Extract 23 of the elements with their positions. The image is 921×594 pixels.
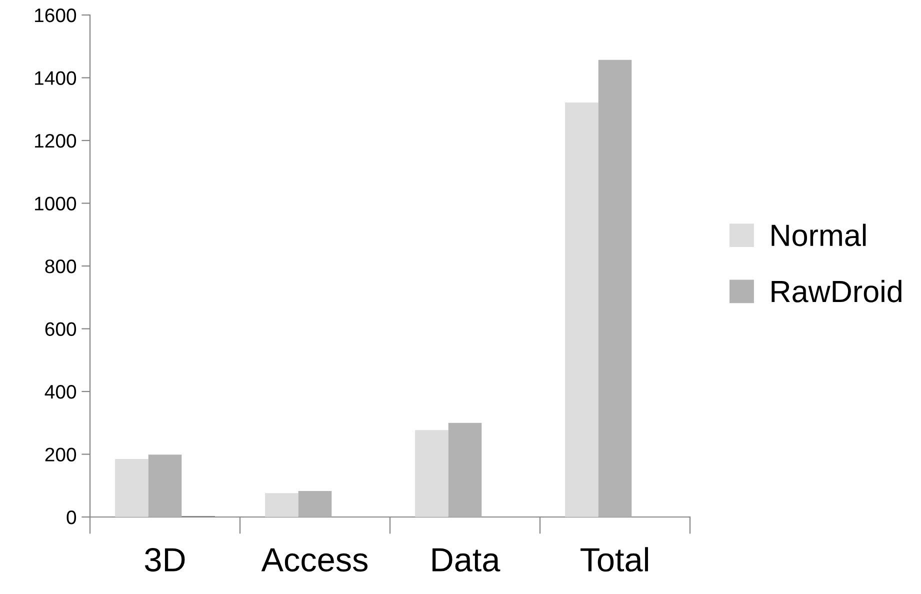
- x-tick-label: 3D: [144, 548, 185, 572]
- y-tick-label: 0: [66, 510, 76, 524]
- y-tick-label: 1600: [35, 8, 76, 22]
- legend-label: RawDroid: [772, 280, 902, 302]
- y-tick-label: 800: [45, 259, 76, 274]
- bar: [265, 493, 298, 517]
- bar: [298, 490, 332, 517]
- bar: [148, 454, 182, 517]
- y-tick-label: 600: [45, 322, 76, 336]
- legend-label: Normal: [772, 224, 866, 246]
- bar: [565, 102, 598, 517]
- y-tick-label: 1200: [35, 134, 76, 148]
- x-tick-label: Total: [580, 547, 648, 572]
- y-tick-label: 200: [45, 448, 76, 462]
- bar: [415, 430, 448, 517]
- y-tick-label: 1000: [35, 196, 76, 210]
- y-tick-label: 400: [44, 384, 76, 399]
- bar: [115, 458, 148, 517]
- y-tick-label: 1400: [35, 71, 76, 85]
- x-tick-label: Data: [432, 548, 500, 572]
- bar: [598, 60, 632, 517]
- bar: [448, 422, 482, 517]
- x-tick-label: Access: [261, 548, 368, 572]
